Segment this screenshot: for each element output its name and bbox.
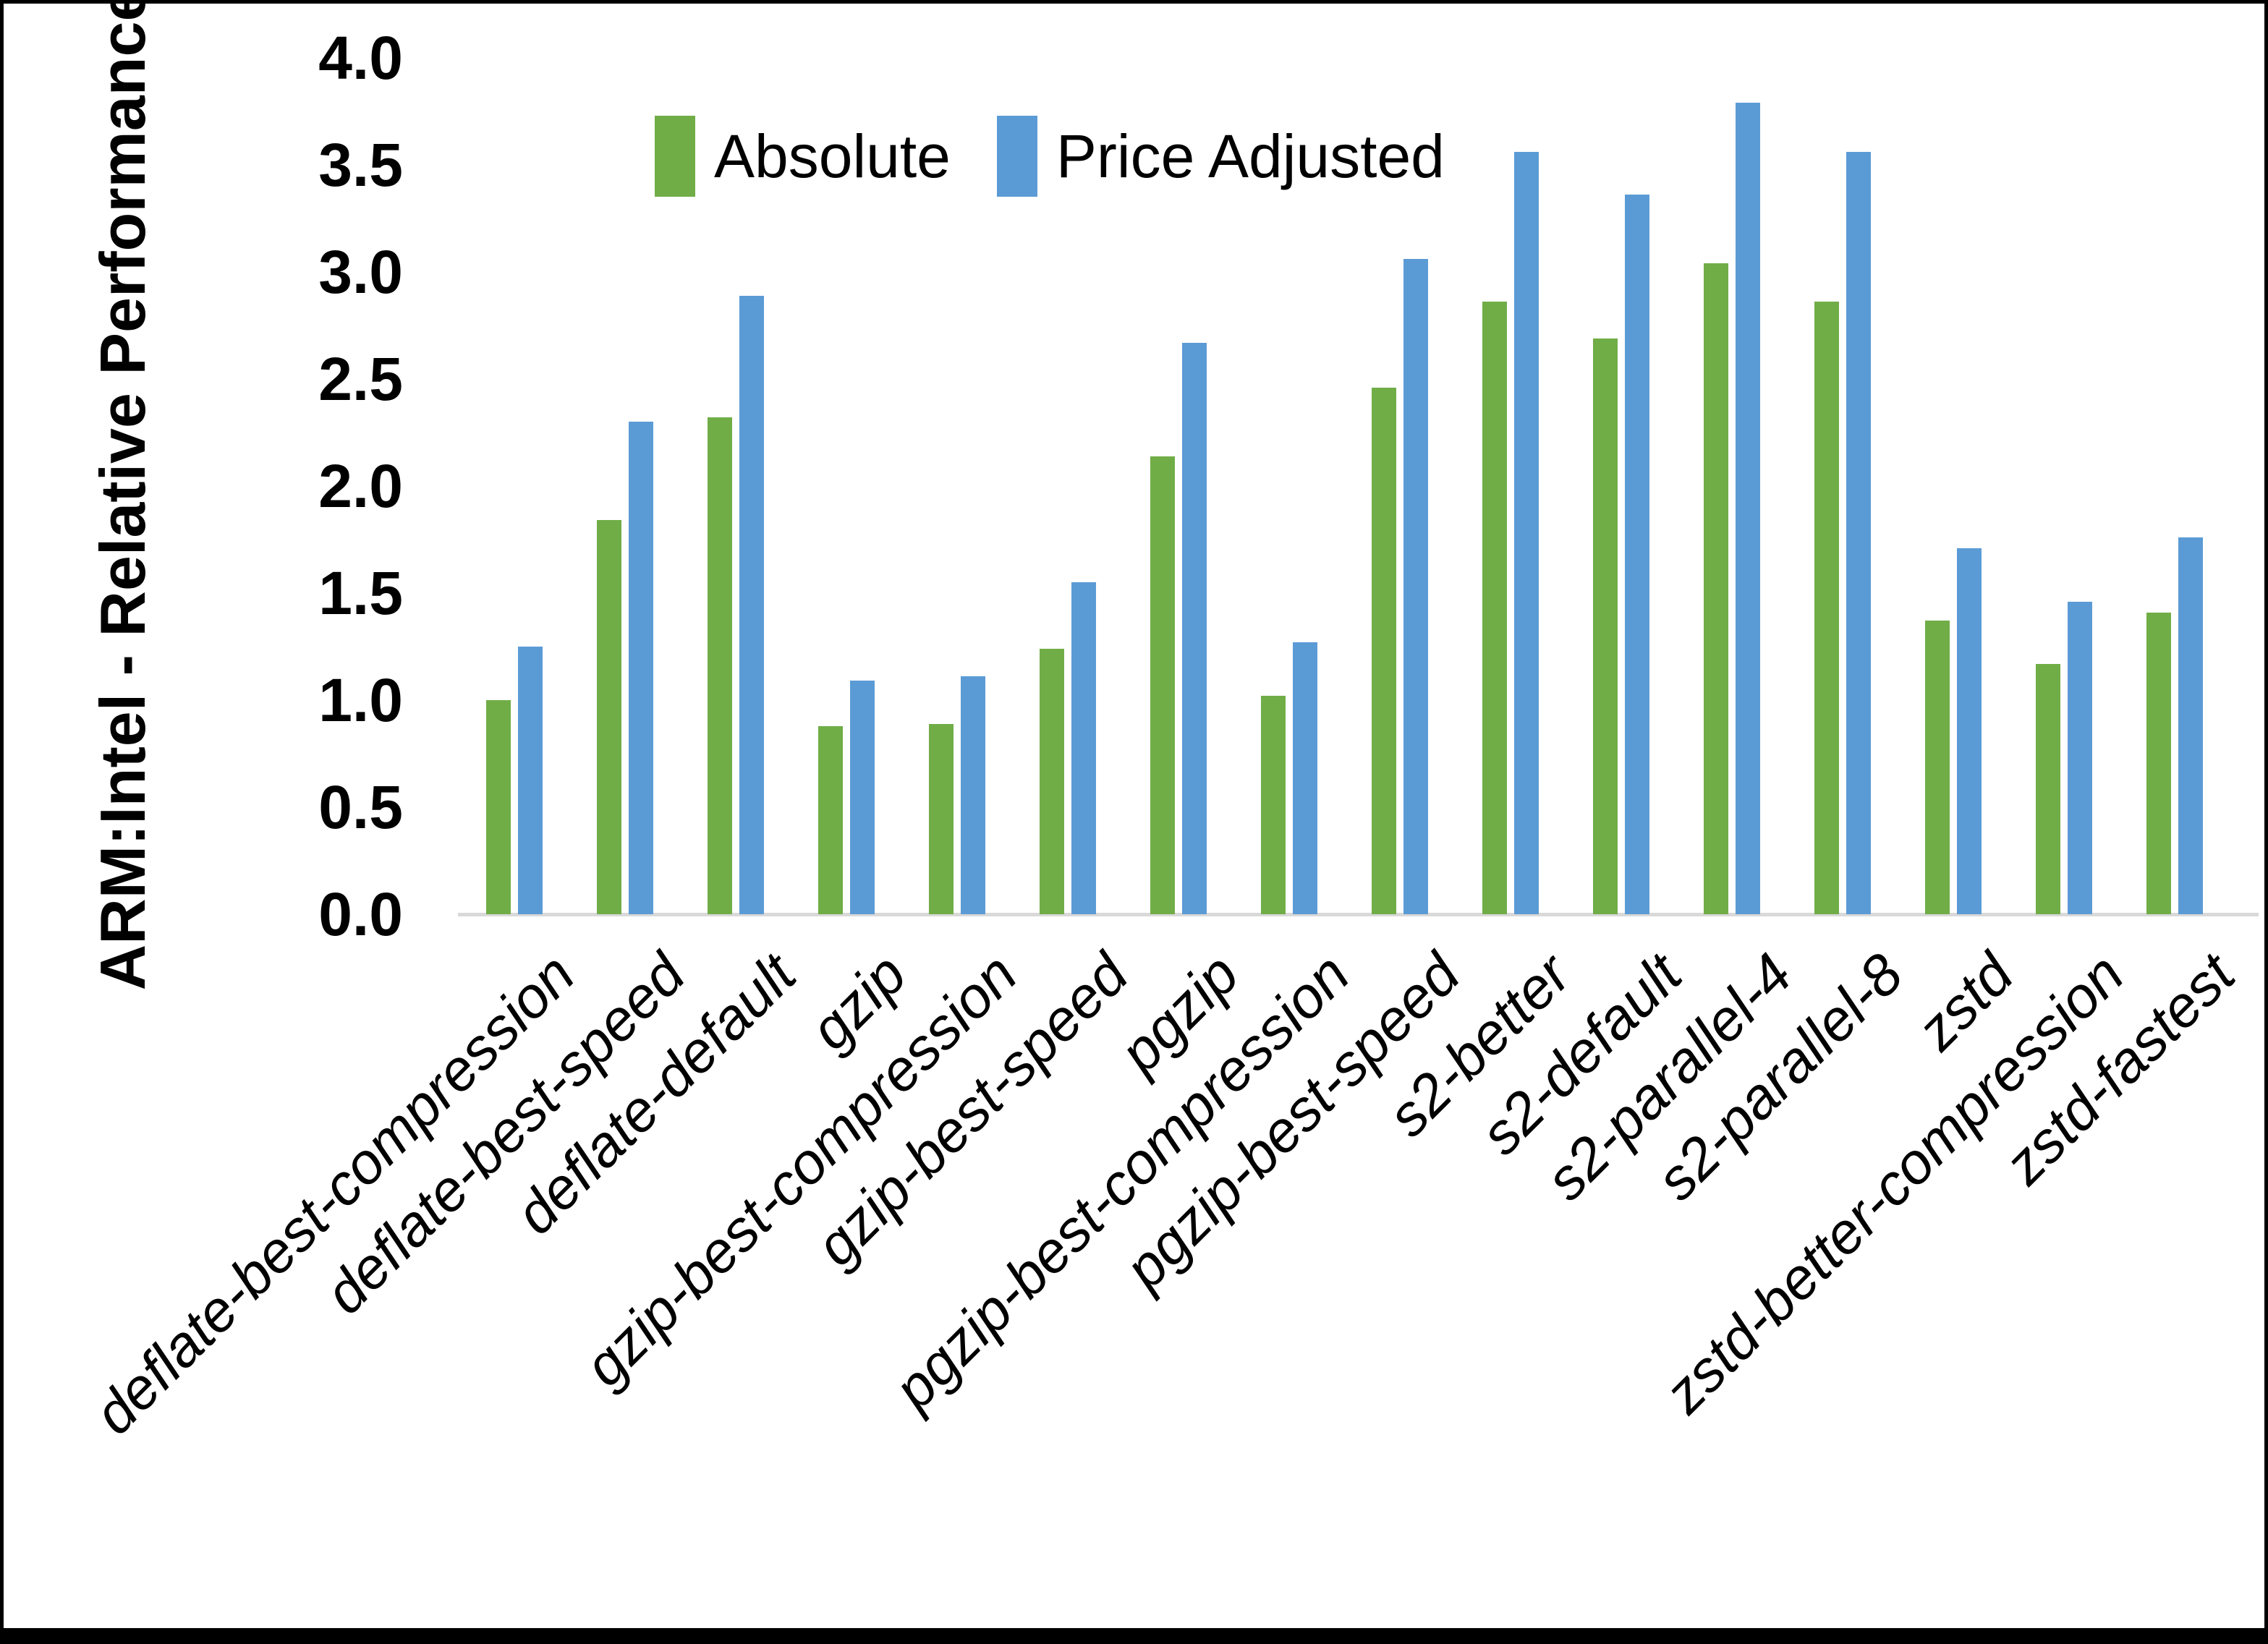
- bar-absolute-s2-default: [1593, 338, 1618, 914]
- y-tick-label-1.5: 1.5: [318, 558, 403, 627]
- bar-absolute-pgzip: [1150, 456, 1175, 914]
- legend-swatch-price-adjusted-icon: [996, 116, 1037, 197]
- bar-absolute-gzip: [818, 726, 843, 914]
- bar-price-adjusted-pgzip-best-speed: [1403, 259, 1428, 914]
- bar-absolute-s2-better: [1482, 302, 1507, 914]
- legend-label-price-adjusted: Price Adjusted: [1056, 122, 1445, 190]
- bar-price-adjusted-gzip-best-speed: [1071, 582, 1096, 914]
- y-tick-label-2.0: 2.0: [318, 451, 403, 520]
- bar-price-adjusted-gzip-best-compression: [961, 676, 985, 914]
- bar-absolute-gzip-best-speed: [1040, 649, 1064, 914]
- legend-item-absolute: Absolute: [655, 116, 951, 197]
- legend-item-price-adjusted: Price Adjusted: [996, 116, 1445, 197]
- bar-price-adjusted-gzip: [850, 681, 875, 914]
- legend: Absolute Price Adjusted: [655, 116, 1445, 197]
- x-axis-line: [458, 913, 2259, 916]
- bar-absolute-deflate-best-speed: [597, 520, 621, 914]
- y-axis-title: ARM:Intel - Relative Performance: [87, 0, 158, 991]
- bar-price-adjusted-pgzip-best-compression: [1293, 642, 1317, 914]
- y-tick-label-3.5: 3.5: [318, 130, 403, 199]
- bar-price-adjusted-s2-default: [1625, 195, 1649, 914]
- legend-label-absolute: Absolute: [714, 122, 951, 190]
- bar-price-adjusted-deflate-default: [739, 296, 764, 914]
- bar-absolute-s2-parallel-4: [1704, 263, 1728, 914]
- bar-price-adjusted-zstd: [1957, 548, 1982, 914]
- bar-price-adjusted-deflate-best-speed: [629, 422, 653, 914]
- bar-absolute-pgzip-best-compression: [1261, 696, 1286, 914]
- y-tick-label-2.5: 2.5: [318, 344, 403, 413]
- y-tick-label-0.5: 0.5: [318, 772, 403, 841]
- bar-price-adjusted-zstd-fastest: [2178, 537, 2203, 914]
- bar-price-adjusted-zstd-better-compression: [2068, 602, 2092, 914]
- bar-absolute-pgzip-best-speed: [1372, 388, 1396, 914]
- y-tick-label-1.0: 1.0: [318, 665, 403, 734]
- bar-price-adjusted-s2-parallel-8: [1846, 152, 1871, 914]
- y-tick-label-4.0: 4.0: [318, 23, 403, 92]
- bar-price-adjusted-s2-better: [1514, 152, 1539, 914]
- bar-absolute-zstd-fastest: [2146, 613, 2171, 914]
- bar-price-adjusted-s2-parallel-4: [1736, 103, 1760, 914]
- legend-swatch-absolute-icon: [655, 116, 695, 197]
- y-tick-label-0.0: 0.0: [318, 880, 403, 948]
- bar-absolute-s2-parallel-8: [1814, 302, 1839, 914]
- y-tick-label-3.0: 3.0: [318, 237, 403, 306]
- bar-price-adjusted-pgzip: [1182, 343, 1207, 914]
- bar-absolute-zstd: [1925, 621, 1950, 914]
- bar-price-adjusted-deflate-best-compression: [518, 647, 543, 914]
- bar-absolute-deflate-default: [708, 417, 732, 914]
- bar-absolute-gzip-best-compression: [929, 724, 954, 914]
- bar-absolute-zstd-better-compression: [2036, 664, 2060, 914]
- bar-absolute-deflate-best-compression: [486, 700, 511, 914]
